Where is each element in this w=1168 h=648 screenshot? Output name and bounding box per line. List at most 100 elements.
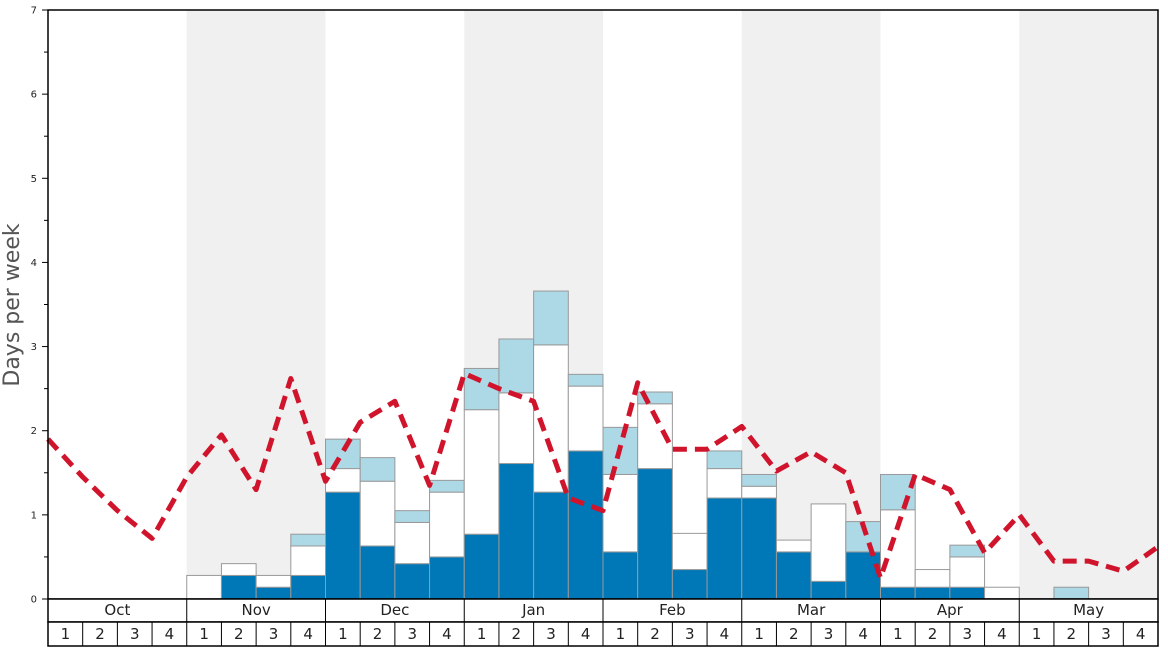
month-label: Apr [937, 601, 964, 619]
month-label: May [1073, 601, 1104, 619]
week-label: 3 [1101, 625, 1111, 643]
bar-segment [741, 485, 777, 499]
month-label: Feb [659, 601, 686, 619]
week-label: 1 [754, 625, 764, 643]
bar-segment [325, 438, 361, 470]
bar-segment [567, 450, 604, 600]
bar-segment [706, 497, 743, 600]
week-label: 4 [303, 625, 313, 643]
week-label: 3 [962, 625, 972, 643]
week-label: 1 [893, 625, 903, 643]
bar-segment [880, 473, 916, 511]
bar-segment [220, 563, 257, 576]
bar-segment [429, 556, 465, 600]
week-label: 1 [199, 625, 209, 643]
month-label: Mar [797, 601, 826, 619]
bar-segment [498, 338, 535, 394]
y-tick-label: 5 [31, 174, 37, 185]
bar-segment [1053, 586, 1090, 600]
bar-segment [220, 574, 257, 600]
bar-segment [255, 574, 292, 588]
bar-segment [567, 373, 604, 387]
week-label: 3 [407, 625, 417, 643]
bar-segment [637, 391, 673, 405]
month-label: Nov [241, 601, 270, 619]
bar-segment [845, 551, 881, 600]
bar-segment [810, 580, 847, 600]
bar-segment [498, 463, 535, 600]
bar-segment [325, 468, 361, 493]
bar-segment [359, 545, 396, 600]
bar-segment [741, 473, 777, 487]
bar-segment [602, 473, 639, 553]
bar-segment [394, 563, 431, 600]
y-tick-label: 0 [31, 595, 37, 606]
y-tick-label: 1 [31, 510, 37, 521]
bar-segment [914, 569, 951, 588]
bar-segment [463, 533, 500, 600]
week-label: 2 [95, 625, 105, 643]
bar-segment [498, 392, 535, 465]
bar-segment [533, 491, 569, 600]
y-tick-label: 3 [31, 342, 37, 353]
bar-segment [671, 532, 708, 571]
bar-segment [290, 545, 326, 576]
week-label: 3 [130, 625, 140, 643]
bar-segment [741, 497, 777, 600]
week-label: 2 [928, 625, 938, 643]
y-tick-label: 2 [31, 426, 37, 437]
bar-segment [429, 491, 465, 558]
bar-segment [290, 574, 326, 600]
week-label: 2 [512, 625, 522, 643]
y-tick-label: 6 [31, 90, 37, 101]
bar-segment [394, 521, 431, 565]
bar-segment [394, 510, 431, 523]
bar-segment [186, 574, 222, 600]
bar-segment [880, 586, 916, 600]
bar-segment [359, 480, 396, 547]
bar-segment [602, 551, 639, 600]
bar-segment [914, 586, 951, 600]
week-label: 4 [165, 625, 175, 643]
bar-segment [984, 586, 1020, 600]
week-label: 2 [1067, 625, 1077, 643]
week-label: 2 [373, 625, 383, 643]
week-label: 1 [1032, 625, 1042, 643]
month-label: Dec [380, 601, 409, 619]
bar-segment [325, 491, 361, 600]
bar-segment [359, 457, 396, 482]
y-axis-title: Days per week [0, 223, 25, 386]
bar-segment [671, 569, 708, 600]
week-label: 4 [1136, 625, 1146, 643]
bar-segment [255, 586, 292, 600]
week-label: 4 [581, 625, 591, 643]
week-label: 2 [650, 625, 660, 643]
week-label: 4 [442, 625, 452, 643]
bar-segment [463, 409, 500, 535]
bar-segment [429, 479, 465, 493]
trend-line [46, 371, 1160, 581]
week-label: 4 [858, 625, 868, 643]
bar-segment [810, 503, 847, 582]
bar-segment [567, 385, 604, 452]
week-label: 3 [685, 625, 695, 643]
week-label: 3 [546, 625, 556, 643]
week-label: 1 [616, 625, 626, 643]
bar-segment [290, 533, 326, 547]
week-label: 3 [824, 625, 834, 643]
month-shade-band [186, 10, 326, 599]
month-label: Jan [521, 601, 545, 619]
month-shade-band [1019, 10, 1158, 599]
bar-segment [775, 551, 812, 600]
week-label: 4 [997, 625, 1007, 643]
bar-segment [949, 586, 986, 600]
y-tick-label: 4 [31, 258, 37, 269]
bar-segment [637, 468, 673, 600]
bar-segment [706, 468, 743, 499]
week-label: 4 [720, 625, 730, 643]
week-label: 3 [269, 625, 279, 643]
week-label: 1 [61, 625, 71, 643]
bar-segment [533, 290, 569, 346]
week-label: 2 [234, 625, 244, 643]
